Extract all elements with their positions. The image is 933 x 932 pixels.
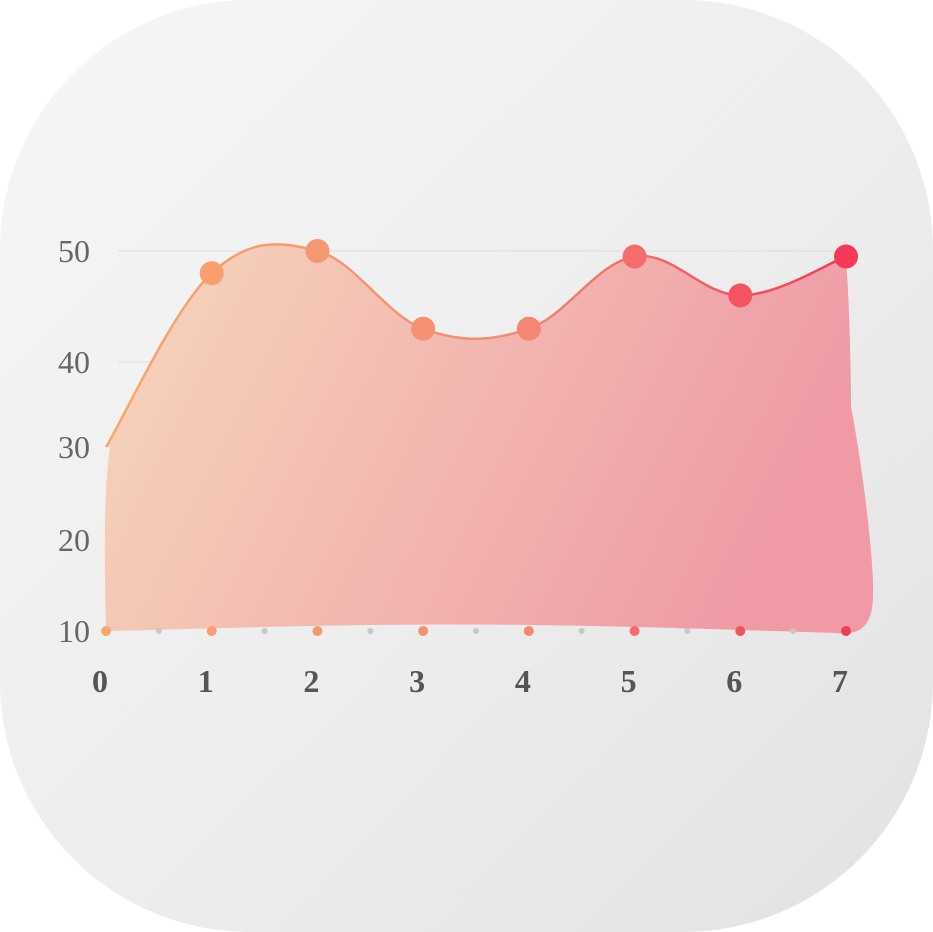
x-tick-label: 4 xyxy=(515,663,531,699)
baseline-dots xyxy=(101,626,851,636)
data-point xyxy=(728,283,753,308)
x-tick-label: 0 xyxy=(92,663,108,699)
data-point xyxy=(834,244,858,269)
x-tick-label: 3 xyxy=(409,663,425,699)
baseline-minor-dot xyxy=(684,628,691,634)
area-fill xyxy=(104,244,874,634)
baseline-minor-dot xyxy=(790,628,797,634)
baseline-tick-dot xyxy=(206,626,217,636)
baseline-tick-dot xyxy=(735,626,746,636)
data-point xyxy=(411,316,436,341)
data-point xyxy=(516,316,541,341)
y-axis: 10 20 30 40 50 xyxy=(58,233,90,649)
baseline-tick-dot xyxy=(841,626,851,636)
baseline-minor-dot xyxy=(155,628,162,634)
baseline-tick-dot xyxy=(418,626,429,636)
y-tick-label: 40 xyxy=(58,344,90,380)
x-tick-label: 7 xyxy=(832,663,848,699)
x-tick-label: 5 xyxy=(621,663,637,699)
baseline-minor-dot xyxy=(473,628,479,634)
baseline-minor-dot xyxy=(261,628,268,634)
data-point xyxy=(305,239,330,263)
y-tick-label: 30 xyxy=(58,429,90,465)
y-tick-label: 20 xyxy=(58,522,90,558)
baseline-minor-dot xyxy=(578,628,585,634)
baseline-minor-dot xyxy=(367,628,374,634)
data-points xyxy=(199,239,858,341)
baseline-tick-dot xyxy=(629,626,640,636)
baseline-tick-dot xyxy=(523,626,534,636)
x-tick-label: 2 xyxy=(303,663,319,699)
x-tick-label: 6 xyxy=(726,663,742,699)
baseline-tick-dot xyxy=(101,626,111,636)
x-axis: 0 1 2 3 4 5 6 7 xyxy=(92,663,848,699)
y-tick-label: 50 xyxy=(58,233,90,269)
data-point xyxy=(622,244,647,269)
y-tick-label: 10 xyxy=(58,613,90,649)
data-point xyxy=(199,261,224,286)
x-tick-label: 1 xyxy=(198,663,214,699)
baseline-tick-dot xyxy=(312,626,323,636)
